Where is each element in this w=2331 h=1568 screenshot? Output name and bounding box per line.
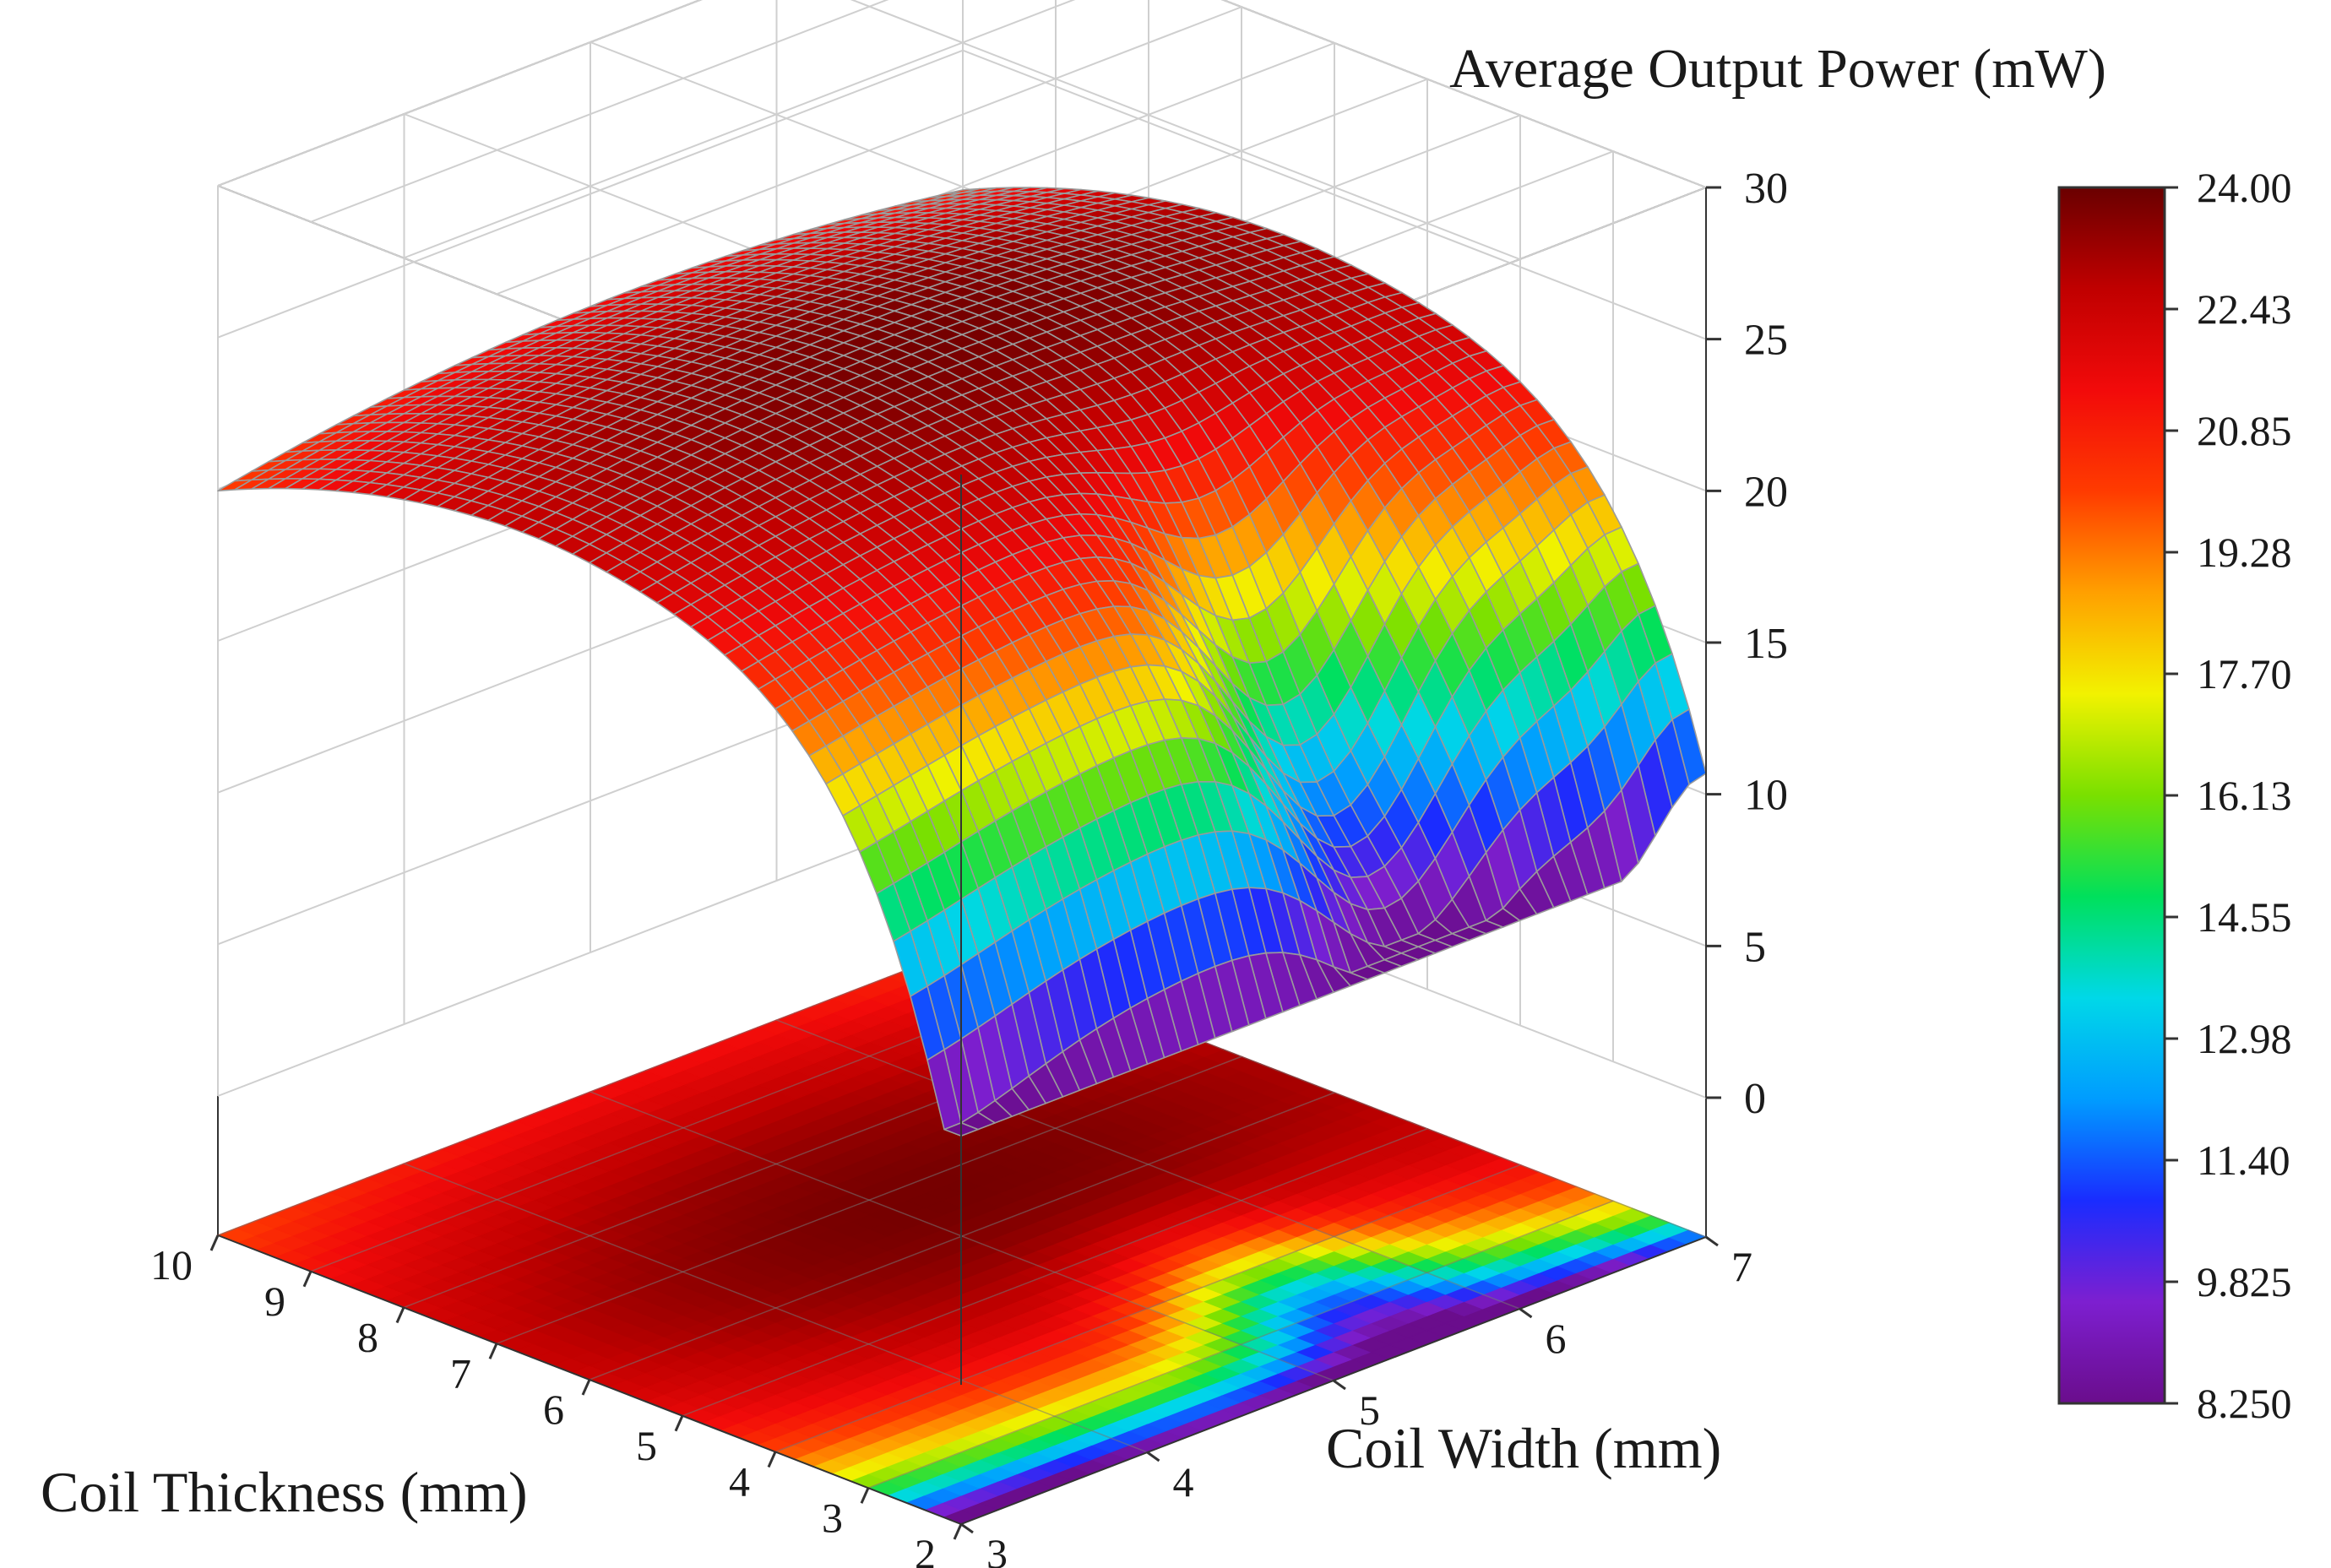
thickness-tick-mark — [860, 1487, 870, 1504]
thickness-tick-mark — [209, 1234, 220, 1251]
floor-grid-line — [404, 1163, 1148, 1453]
width-tick-label: 6 — [1546, 1315, 1567, 1362]
width-tick-label: 7 — [1731, 1243, 1752, 1290]
thickness-tick-mark — [302, 1271, 312, 1288]
z-tick-label: 15 — [1744, 620, 1788, 668]
colorbar-tick-label: 17.70 — [2197, 650, 2292, 697]
thickness-tick-mark — [581, 1379, 591, 1396]
contour-floor — [216, 947, 1708, 1525]
colorbar-tick-label: 12.98 — [2197, 1015, 2292, 1062]
thickness-tick-label: 6 — [543, 1386, 564, 1433]
colorbar-gradient — [2057, 186, 2166, 1405]
colorbar: 24.00 22.43 20.85 19.28 17.70 16.13 14.55 12.98… — [2057, 164, 2292, 1427]
colorbar-tick-label: 22.43 — [2197, 285, 2292, 333]
colorbar-tick-label: 11.40 — [2197, 1137, 2290, 1184]
thickness-tick-label: 2 — [915, 1530, 936, 1568]
thickness-tick-mark — [953, 1523, 963, 1540]
colorbar-tick-label: 19.28 — [2197, 529, 2292, 576]
colorbar-tick-label: 24.00 — [2197, 164, 2292, 211]
width-tick-mark — [1705, 1235, 1719, 1247]
z-tick-label: 20 — [1744, 468, 1788, 516]
thickness-tick-mark — [488, 1343, 498, 1359]
width-tick-mark — [1333, 1379, 1346, 1391]
width-tick-mark — [960, 1522, 974, 1534]
thickness-tick-label: 3 — [822, 1494, 843, 1541]
colorbar-tick-label: 16.13 — [2197, 772, 2292, 819]
thickness-tick-label: 10 — [150, 1241, 193, 1289]
thickness-tick-mark — [674, 1415, 684, 1432]
colorbar-tick-label: 8.250 — [2197, 1380, 2292, 1427]
thickness-tick-label: 8 — [357, 1314, 378, 1361]
axes-ticks: 0 5 10 15 20 25 30 2 3 4 5 6 7 8 9 10 3 4 5 6 7 — [150, 165, 1788, 1568]
ceiling-grid — [310, 0, 889, 223]
thickness-tick-mark — [767, 1451, 777, 1468]
ceiling-grid — [850, 0, 1520, 260]
thickness-tick-label: 7 — [450, 1349, 471, 1397]
z-tick-label: 5 — [1744, 923, 1766, 971]
floor-grid-line — [776, 1019, 1520, 1310]
colorbar-tick-label: 14.55 — [2197, 893, 2292, 941]
z-tick-label: 0 — [1744, 1075, 1766, 1123]
z-tick-label: 25 — [1744, 317, 1788, 365]
thickness-tick-label: 5 — [636, 1422, 657, 1469]
width-tick-mark — [1519, 1307, 1533, 1319]
z-axis-title: Average Output Power (mW) — [1449, 38, 2106, 100]
width-tick-label: 4 — [1173, 1458, 1194, 1506]
thickness-tick-label: 9 — [264, 1278, 285, 1325]
colorbar-tick-label: 9.825 — [2197, 1258, 2292, 1305]
ceiling-grid — [1221, 0, 1707, 188]
colorbar-tick-label: 20.85 — [2197, 407, 2292, 454]
width-tick-label: 3 — [986, 1530, 1008, 1568]
z-tick-label: 30 — [1744, 165, 1788, 213]
surface-mesh — [217, 187, 1707, 1137]
y-axis-title: Coil Thickness (mm) — [41, 1460, 528, 1524]
z-tick-label: 10 — [1744, 772, 1788, 820]
thickness-tick-label: 4 — [729, 1458, 750, 1506]
width-tick-mark — [1146, 1451, 1160, 1462]
thickness-tick-mark — [395, 1306, 405, 1324]
x-axis-title: Coil Width (mm) — [1326, 1416, 1721, 1480]
width-tick-label: 5 — [1359, 1386, 1380, 1434]
